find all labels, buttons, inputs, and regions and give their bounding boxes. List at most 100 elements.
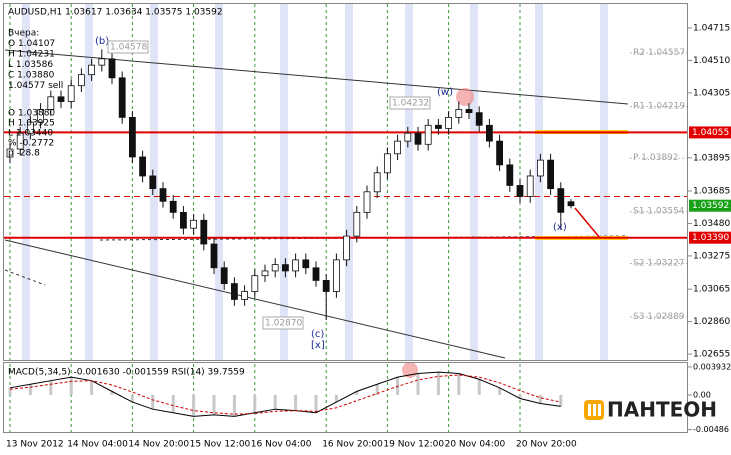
candle-body xyxy=(281,264,289,272)
candle-body xyxy=(230,283,238,300)
candle-body xyxy=(179,211,187,229)
candle-body xyxy=(159,188,167,202)
info-line: 1.04577 sell xyxy=(8,81,63,91)
candle-body xyxy=(496,140,504,166)
candle-body xyxy=(47,96,55,110)
wave-label: (b) xyxy=(95,36,109,47)
macd-label: MACD(5,34,5) -0.001630 -0.001559 RSI(14)… xyxy=(8,368,245,378)
candle-body xyxy=(169,200,177,213)
info-line: % -0.2772 xyxy=(8,139,54,149)
info-line: C 1.03880 xyxy=(8,71,55,81)
session-band xyxy=(280,4,288,360)
candle-body xyxy=(302,259,310,269)
candle-body xyxy=(455,109,463,118)
candle-body xyxy=(37,109,44,123)
pivot-label: P 1.03892 xyxy=(633,153,679,163)
session-band xyxy=(535,4,543,360)
x-tick-label: 20 Nov 04:00 xyxy=(445,440,506,450)
price-marker-label: 1.03592 xyxy=(692,201,729,211)
x-tick-label: 20 Nov 20:00 xyxy=(516,440,577,450)
candle-body xyxy=(434,124,442,129)
wave-label: (w) xyxy=(437,87,453,98)
candle-body xyxy=(424,124,432,145)
candle-body xyxy=(292,259,300,272)
x-tick-label: 16 Nov 20:00 xyxy=(322,440,383,450)
info-line: H 1.03925 xyxy=(8,119,55,129)
trend-line xyxy=(4,239,506,359)
candle-body xyxy=(57,96,65,102)
session-band xyxy=(470,4,478,360)
x-tick-label: 13 Nov 2012 xyxy=(6,440,64,450)
candle-body xyxy=(353,211,361,237)
pivot-label: R1 1.04219 xyxy=(633,101,685,111)
candle-body xyxy=(118,77,126,118)
candle-body xyxy=(537,159,544,177)
chart-title: AUDUSD,H1 1.03617 1.03634 1.03575 1.0359… xyxy=(8,8,223,18)
main-frame xyxy=(3,3,688,361)
y-tick-label: 1.02860 xyxy=(693,317,730,327)
pivot-label: S2 1.03227 xyxy=(633,258,685,268)
candle-body xyxy=(465,109,473,114)
candle-body xyxy=(241,291,249,300)
highlight xyxy=(456,88,474,106)
candle-body xyxy=(190,219,198,229)
candle-body xyxy=(475,112,483,126)
candle-body xyxy=(506,164,514,186)
candle-body xyxy=(332,259,340,292)
x-tick-label: 15 Nov 12:00 xyxy=(190,440,251,450)
candle-body xyxy=(6,148,14,158)
session-band xyxy=(22,4,30,360)
x-tick-label: 14 Nov 04:00 xyxy=(67,440,128,450)
y-tick-label: 1.03275 xyxy=(693,251,730,261)
wave-label: (x) xyxy=(553,222,567,233)
trend-line xyxy=(4,269,46,286)
price-tag: 1.04232 xyxy=(392,99,429,109)
x-tick-label: 16 Nov 04:00 xyxy=(251,440,312,450)
candle-body xyxy=(108,58,116,79)
info-line: O 1.03880 xyxy=(8,109,55,119)
candle-body xyxy=(343,235,351,261)
candle-body xyxy=(78,74,85,87)
candle-body xyxy=(394,140,402,155)
info-line: H 1.04231 xyxy=(8,50,55,60)
candle-body xyxy=(312,267,320,281)
y-tick-label: 1.03685 xyxy=(693,186,730,196)
candle-body xyxy=(98,58,106,66)
candle-body xyxy=(128,116,136,158)
pivot-label: S3 1.02889 xyxy=(633,312,685,322)
candle-body xyxy=(271,264,279,272)
candle-body xyxy=(526,175,534,197)
candle-body xyxy=(363,191,371,213)
info-line: L 1.03440 xyxy=(8,129,53,139)
candle-body xyxy=(139,156,147,177)
x-tick-label: 14 Nov 20:00 xyxy=(128,440,189,450)
price-tag-box xyxy=(389,96,431,110)
price-box xyxy=(689,231,731,244)
projection xyxy=(574,207,601,239)
y-tick-label: 1.04715 xyxy=(693,23,730,33)
y-tick-label: 1.04510 xyxy=(693,56,730,66)
candle-body xyxy=(373,172,381,193)
pivot-label: S1 1.03554 xyxy=(633,207,685,217)
wave-label: (c) xyxy=(311,329,324,340)
wave-label: [x] xyxy=(311,340,325,351)
candle-body xyxy=(67,85,75,102)
candle-body xyxy=(200,219,208,245)
price-tag: 1.04578 xyxy=(110,43,147,53)
info-line: O 1.04107 xyxy=(8,39,55,49)
session-band xyxy=(600,4,608,360)
candle-body xyxy=(404,132,412,142)
info-line: L 1.03586 xyxy=(8,60,53,70)
price-tag: 1.02870 xyxy=(265,319,302,329)
candle-body xyxy=(26,121,34,134)
plot: R2 1.04557 R1 1.04219 P 1.03892 S1 1.03554 S… xyxy=(4,29,688,417)
macd-tick-label: -0.00486 xyxy=(693,425,729,434)
session-band xyxy=(85,4,93,360)
candle-body xyxy=(547,159,554,190)
candle-body xyxy=(414,132,422,145)
price-box-label: 1.04055 xyxy=(692,128,729,138)
candle-body xyxy=(261,270,269,277)
y-tick-label: 1.04305 xyxy=(693,88,730,98)
info-line: p -28.8 xyxy=(8,149,40,159)
